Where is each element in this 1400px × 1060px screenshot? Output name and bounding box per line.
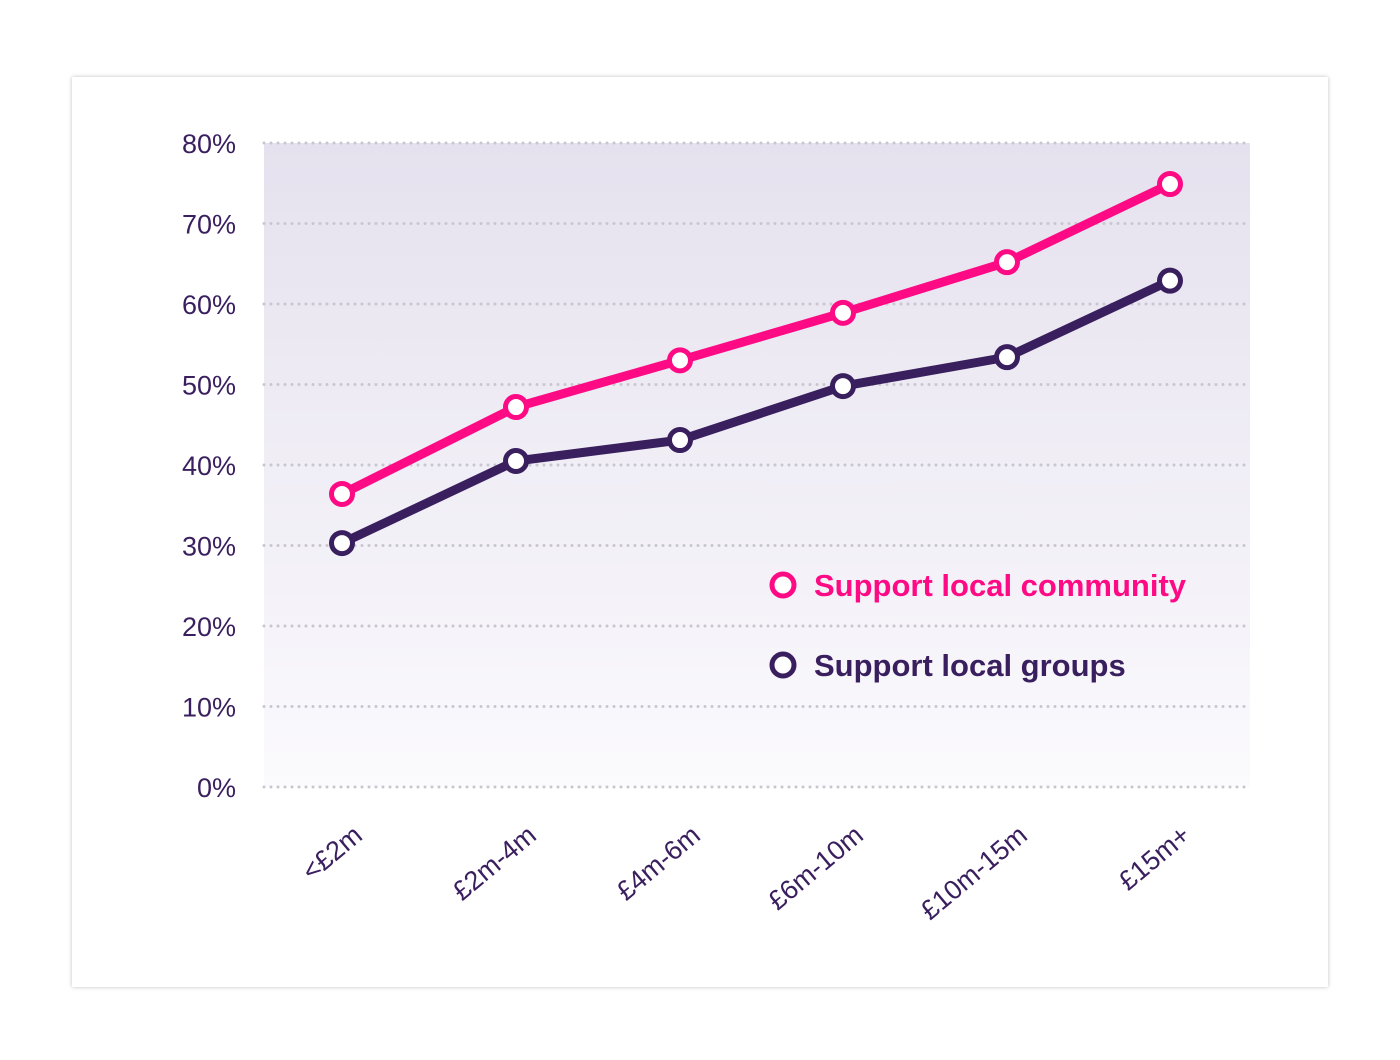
x-tick-label: £15m+ bbox=[1113, 820, 1196, 897]
data-point bbox=[503, 447, 529, 474]
data-point bbox=[1157, 171, 1183, 198]
y-tick-label: 40% bbox=[182, 451, 236, 481]
data-point bbox=[667, 427, 693, 454]
data-point bbox=[830, 299, 856, 326]
data-point bbox=[329, 480, 355, 507]
data-point bbox=[830, 373, 856, 400]
legend-label: Support local groups bbox=[814, 648, 1126, 683]
x-tick-label: £2m-4m bbox=[447, 820, 542, 907]
series-line bbox=[339, 179, 1172, 499]
y-tick-label: 70% bbox=[182, 210, 236, 240]
data-point bbox=[994, 249, 1020, 276]
x-tick-label: <£2m bbox=[296, 820, 368, 887]
data-point bbox=[503, 394, 529, 421]
x-tick-label: £6m-10m bbox=[762, 820, 869, 916]
y-tick-label: 80% bbox=[182, 129, 236, 159]
y-tick-label: 0% bbox=[197, 773, 236, 803]
data-point bbox=[329, 530, 355, 557]
legend-marker bbox=[769, 651, 797, 679]
legend-label: Support local community bbox=[814, 568, 1187, 603]
y-tick-label: 20% bbox=[182, 612, 236, 642]
y-tick-label: 60% bbox=[182, 290, 236, 320]
data-point bbox=[994, 344, 1020, 371]
x-tick-label: £4m-6m bbox=[611, 820, 706, 907]
plot-area bbox=[264, 143, 1250, 787]
x-tick-label: £10m-15m bbox=[915, 820, 1033, 926]
y-tick-label: 30% bbox=[182, 532, 236, 562]
legend-marker bbox=[769, 571, 797, 599]
y-tick-label: 10% bbox=[182, 693, 236, 723]
y-tick-label: 50% bbox=[182, 371, 236, 401]
series-line bbox=[340, 276, 1172, 548]
data-point bbox=[667, 347, 693, 374]
data-point bbox=[1157, 267, 1183, 294]
